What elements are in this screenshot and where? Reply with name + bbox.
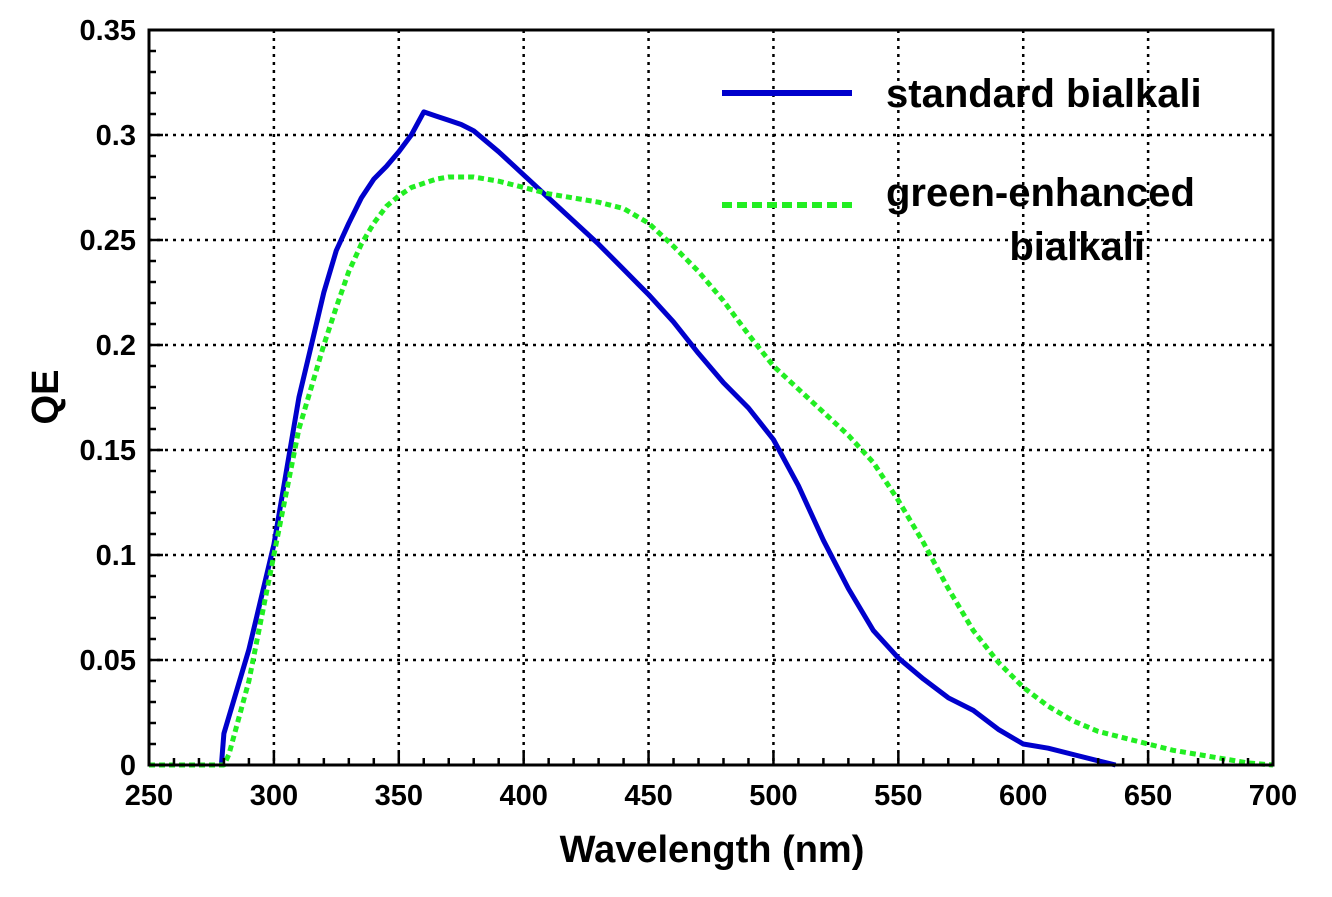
x-tick-label: 350: [375, 780, 423, 812]
x-axis-title: Wavelength (nm): [560, 829, 865, 871]
legend-label-bialkali: bialkali: [1009, 225, 1145, 269]
legend-label-standard-bialkali: standard bialkali: [886, 72, 1202, 116]
legend: standard bialkali green-enhanced bialkali: [722, 72, 1202, 269]
y-tick-label: 0.35: [80, 15, 136, 47]
x-tick-label: 650: [1124, 780, 1172, 812]
grid: [149, 30, 1273, 765]
y-tick-label: 0.2: [96, 330, 136, 362]
ticks: [147, 28, 1275, 767]
x-tick-label: 700: [1249, 780, 1297, 812]
x-tick-label: 550: [874, 780, 922, 812]
x-tick-label: 450: [624, 780, 672, 812]
x-tick-label: 250: [125, 780, 173, 812]
y-tick-label: 0.25: [80, 225, 136, 257]
y-tick-label: 0.15: [80, 435, 136, 467]
y-axis-title: QE: [25, 370, 67, 425]
y-tick-label: 0.05: [80, 645, 136, 677]
y-tick-label: 0: [120, 750, 136, 782]
x-tick-labels: 250 300 350 400 450 500 550 600 650 700: [125, 780, 1297, 812]
series-green-enhanced-bialkali-line: [149, 174, 1274, 768]
plot-frame: [147, 28, 1275, 767]
y-tick-label: 0.3: [96, 120, 136, 152]
series-layer: [149, 109, 1274, 768]
x-tick-label: 600: [999, 780, 1047, 812]
legend-label-green-enhanced: green-enhanced: [886, 171, 1195, 215]
y-tick-labels: 0 0.05 0.1 0.15 0.2 0.25 0.3 0.35: [80, 15, 136, 782]
x-tick-label: 400: [499, 780, 547, 812]
x-tick-label: 300: [250, 780, 298, 812]
series-standard-bialkali-line: [218, 109, 1117, 768]
y-tick-label: 0.1: [96, 540, 136, 572]
x-tick-label: 500: [749, 780, 797, 812]
